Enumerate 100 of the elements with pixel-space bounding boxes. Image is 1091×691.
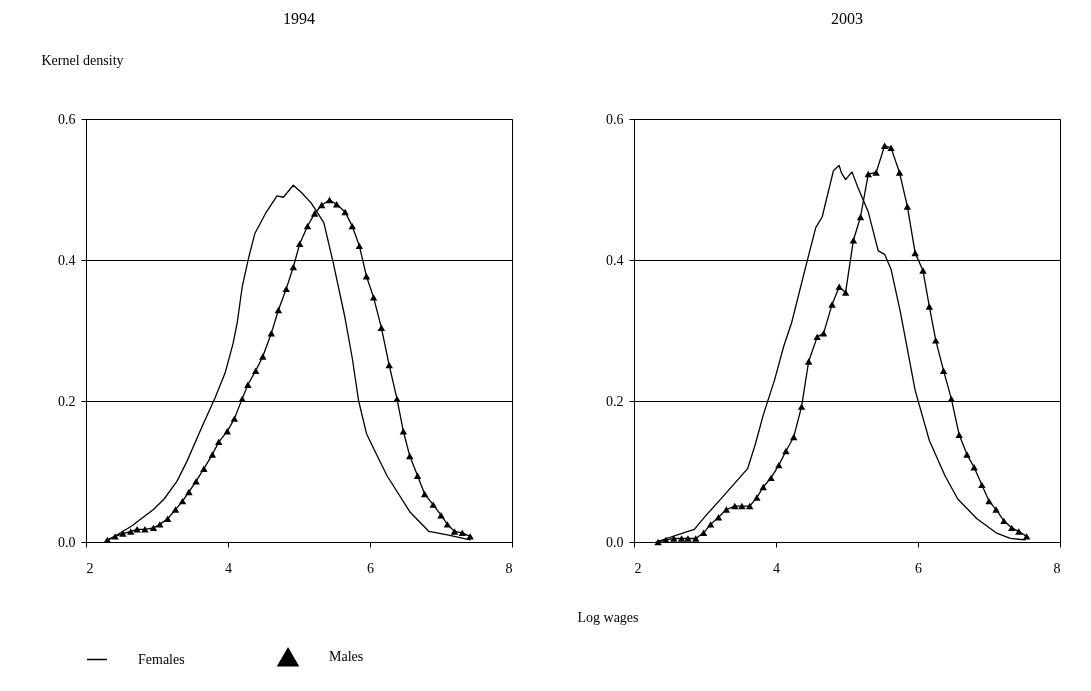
- point: [303, 222, 312, 230]
- point: [111, 533, 119, 540]
- point: [267, 330, 276, 337]
- y-tick-label: 0.2: [58, 393, 76, 409]
- point: [903, 203, 912, 210]
- point: [332, 201, 341, 208]
- point: [714, 514, 723, 521]
- x-tick-label: 4: [225, 560, 232, 576]
- point: [215, 438, 223, 446]
- y-tick-label: 0.4: [606, 252, 624, 268]
- point: [466, 533, 474, 540]
- x-tick-label: 2: [634, 560, 642, 576]
- point: [835, 283, 843, 290]
- y-tick-label: 0.2: [606, 393, 624, 409]
- point: [399, 428, 408, 435]
- point: [753, 494, 761, 501]
- y-tick-label: 0.4: [58, 252, 76, 268]
- point: [670, 535, 678, 542]
- chart-title: 1994: [283, 10, 315, 27]
- point: [282, 285, 290, 293]
- point: [208, 451, 217, 458]
- point: [127, 528, 135, 535]
- point: [963, 451, 971, 458]
- x-tick-label: 4: [773, 560, 780, 576]
- x-tick-label: 8: [505, 560, 513, 576]
- point: [872, 169, 880, 176]
- point: [341, 208, 349, 216]
- point: [244, 381, 252, 388]
- point: [133, 526, 141, 533]
- point: [259, 353, 267, 360]
- point: [692, 535, 700, 542]
- point: [119, 530, 127, 537]
- point: [767, 474, 775, 482]
- point: [274, 306, 283, 314]
- y-tick-label: 0.0: [606, 534, 624, 550]
- x-tick-label: 8: [1053, 560, 1061, 576]
- point: [1022, 533, 1031, 540]
- point: [289, 263, 298, 271]
- point: [149, 524, 158, 532]
- y-tick-label: 0.0: [58, 534, 76, 550]
- point: [420, 490, 429, 498]
- point: [192, 478, 200, 485]
- point: [864, 170, 873, 178]
- point: [1000, 517, 1008, 525]
- point: [141, 526, 149, 533]
- point: [406, 452, 414, 460]
- point: [296, 240, 304, 247]
- point: [722, 506, 731, 513]
- point: [684, 535, 692, 542]
- point: [925, 303, 934, 310]
- point: [1008, 524, 1016, 532]
- point: [458, 529, 467, 537]
- x-axis-title: Log wages: [577, 610, 639, 625]
- point: [443, 521, 452, 528]
- point: [325, 196, 334, 204]
- point: [895, 169, 904, 176]
- point: [955, 431, 963, 439]
- point: [919, 267, 927, 274]
- point: [377, 324, 386, 331]
- point: [178, 497, 187, 505]
- point: [706, 521, 715, 528]
- x-tick-label: 6: [915, 560, 922, 576]
- point: [939, 367, 948, 374]
- point: [746, 502, 754, 510]
- point: [310, 210, 319, 217]
- point: [819, 330, 828, 337]
- point: [318, 201, 326, 209]
- chart-title: 2003: [831, 10, 863, 27]
- point: [369, 294, 378, 301]
- legend-label: Females: [138, 651, 185, 667]
- point: [887, 144, 895, 152]
- x-tick-label: 2: [86, 560, 94, 576]
- point: [797, 403, 806, 410]
- point: [1015, 528, 1023, 535]
- point: [429, 501, 437, 508]
- point: [654, 538, 662, 546]
- point: [171, 506, 180, 513]
- point: [385, 361, 393, 369]
- point: [251, 367, 260, 374]
- point: [880, 142, 889, 149]
- point: [813, 333, 821, 341]
- point: [978, 481, 986, 489]
- point: [828, 301, 836, 308]
- y-tick-label: 0.6: [58, 111, 76, 127]
- x-tick-label: 6: [367, 560, 374, 576]
- point: [230, 415, 239, 422]
- point: [223, 428, 231, 435]
- y-tick-label: 0.6: [606, 111, 624, 127]
- point: [790, 433, 798, 441]
- point: [699, 529, 708, 537]
- point: [932, 337, 940, 344]
- point: [185, 488, 193, 496]
- point: [759, 483, 767, 491]
- point: [841, 289, 850, 296]
- point: [677, 535, 686, 542]
- point: [911, 249, 919, 257]
- point: [163, 515, 172, 522]
- point: [804, 358, 813, 365]
- point: [200, 465, 208, 472]
- y-axis-title: Kernel density: [41, 52, 124, 68]
